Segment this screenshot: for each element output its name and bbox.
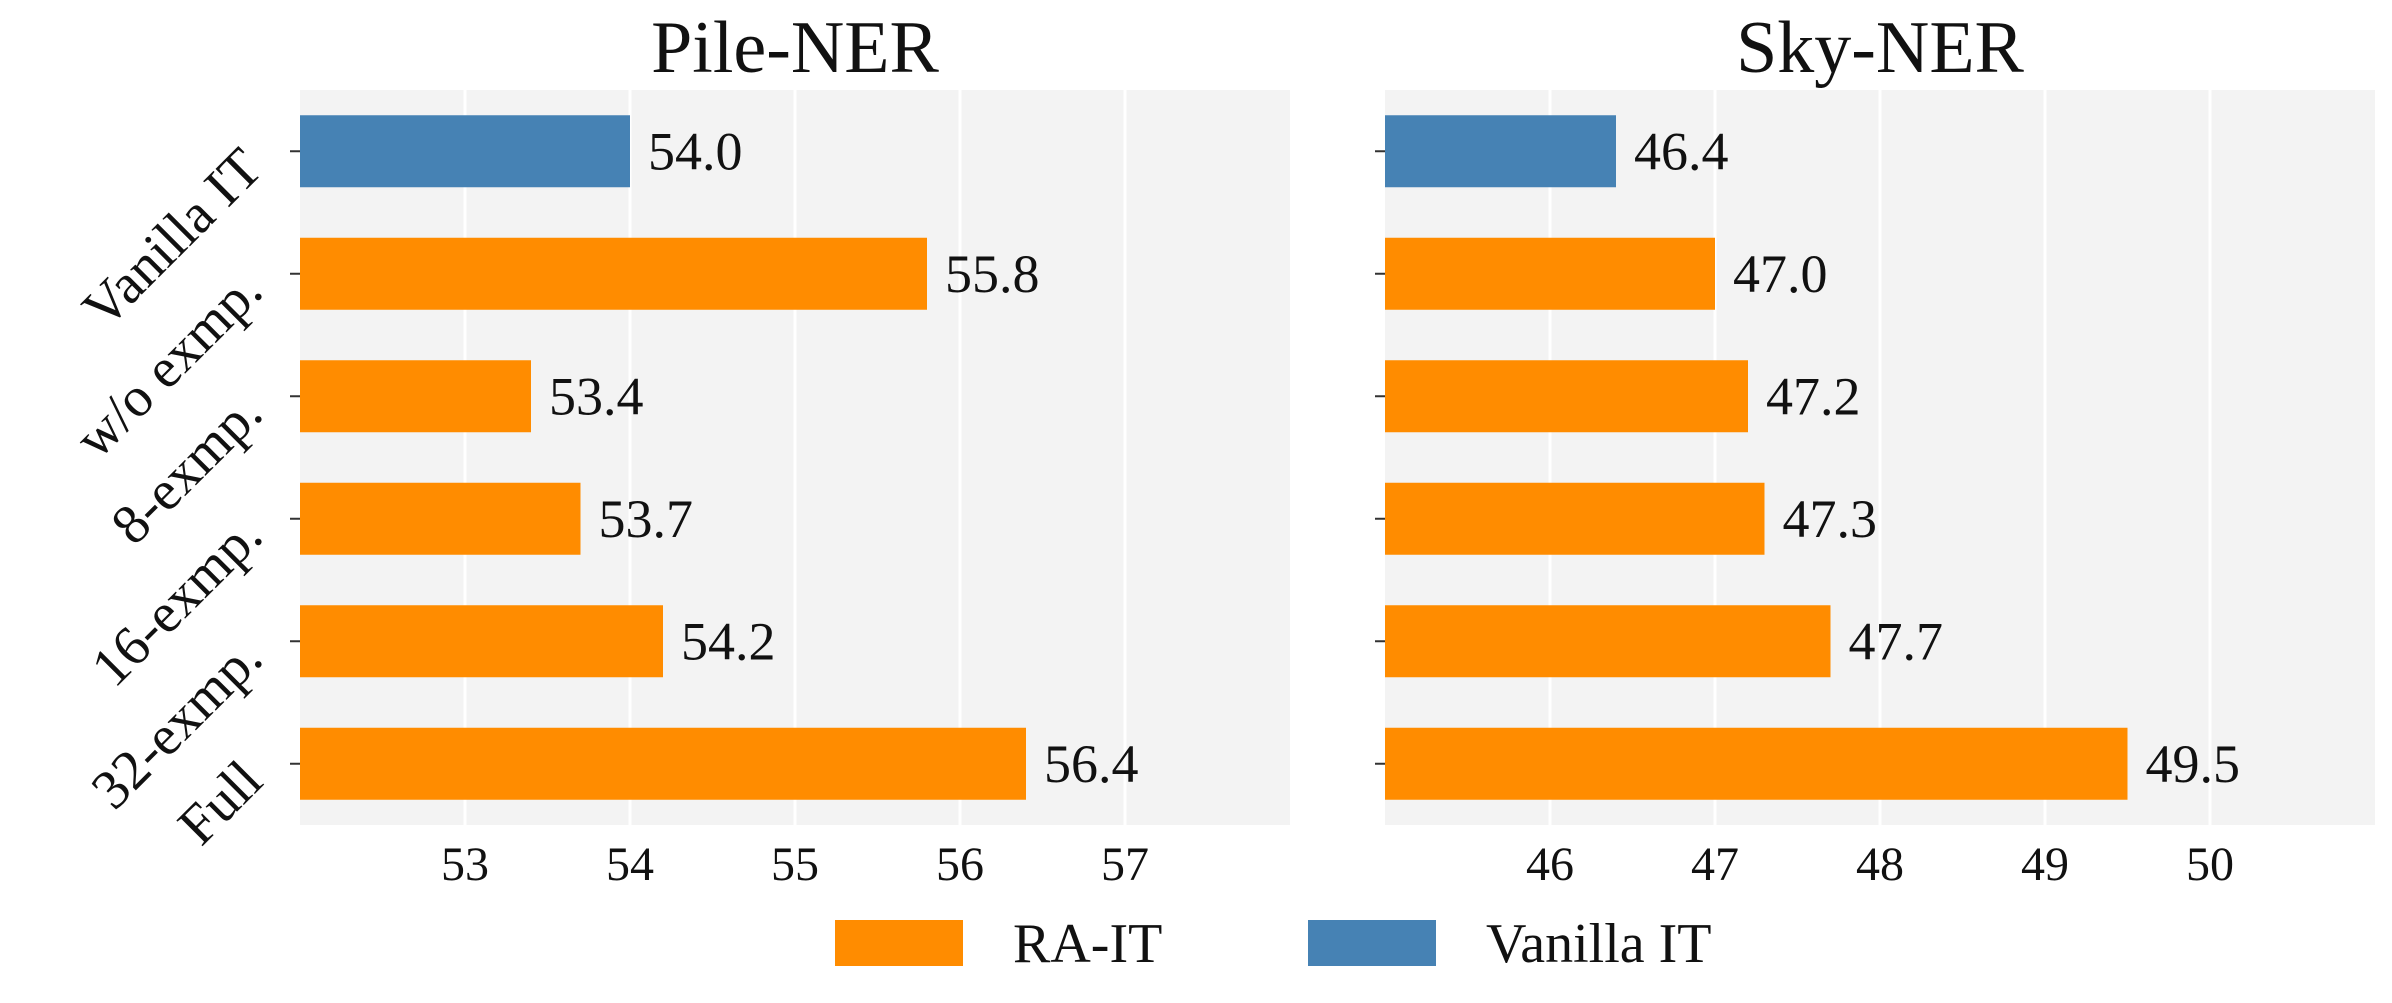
x-tick-label: 46 xyxy=(1526,838,1574,891)
data-label: 49.5 xyxy=(2146,734,2241,794)
bar-16-exmp xyxy=(1385,482,1765,555)
legend-label-ra-it: RA-IT xyxy=(1013,913,1162,975)
x-tick-label: 50 xyxy=(2186,838,2234,891)
data-label: 46.4 xyxy=(1634,121,1729,181)
y-axis-labels: Vanilla ITw/o exmp.8-exmp.16-exmp.32-exm… xyxy=(63,137,274,857)
x-tick-label: 57 xyxy=(1101,838,1149,891)
chart-title: Sky-NER xyxy=(1736,7,2024,89)
data-label: 47.2 xyxy=(1766,366,1861,426)
x-tick-label: 48 xyxy=(1856,838,1904,891)
bar-w-o-exmp xyxy=(300,237,927,310)
data-label: 54.2 xyxy=(681,611,776,671)
panel-sky-ner: 46 47 48 49 50 46.4 47.0 47.2 47.3 47.7 49.5 Sky-NE… xyxy=(1375,7,2375,891)
chart-title: Pile-NER xyxy=(651,7,939,89)
data-label: 47.7 xyxy=(1849,611,1944,671)
bar-32-exmp xyxy=(300,605,663,678)
legend-label-vanilla-it: Vanilla IT xyxy=(1486,913,1711,975)
legend-swatch-ra-it xyxy=(835,920,963,966)
bar-full xyxy=(1385,727,2128,800)
data-label: 54.0 xyxy=(648,121,743,181)
panel-pile-ner: 53 54 55 56 57 54.0 55.8 53.4 53.7 54.2 56.4 Pile-N… xyxy=(290,7,1290,891)
x-tick-label: 47 xyxy=(1691,838,1739,891)
data-label: 53.7 xyxy=(599,489,694,549)
legend-swatch-vanilla-it xyxy=(1308,920,1436,966)
x-tick-label: 55 xyxy=(771,838,819,891)
bar-full xyxy=(300,727,1026,800)
bar-16-exmp xyxy=(300,482,581,555)
data-label: 53.4 xyxy=(549,366,644,426)
bar-w-o-exmp xyxy=(1385,237,1715,310)
x-tick-label: 54 xyxy=(606,838,654,891)
bar-8-exmp xyxy=(300,360,531,433)
bar-32-exmp xyxy=(1385,605,1831,678)
bar-vanilla-it xyxy=(300,115,630,188)
bar-8-exmp xyxy=(1385,360,1748,433)
y-tick-label: Full xyxy=(167,749,275,857)
legend: RA-IT Vanilla IT xyxy=(835,913,1711,975)
data-label: 55.8 xyxy=(945,244,1040,304)
x-tick-label: 49 xyxy=(2021,838,2069,891)
x-tick-label: 53 xyxy=(441,838,489,891)
x-tick-label: 56 xyxy=(936,838,984,891)
bar-vanilla-it xyxy=(1385,115,1616,188)
data-label: 47.3 xyxy=(1783,489,1878,549)
data-label: 47.0 xyxy=(1733,244,1828,304)
data-label: 56.4 xyxy=(1044,734,1139,794)
